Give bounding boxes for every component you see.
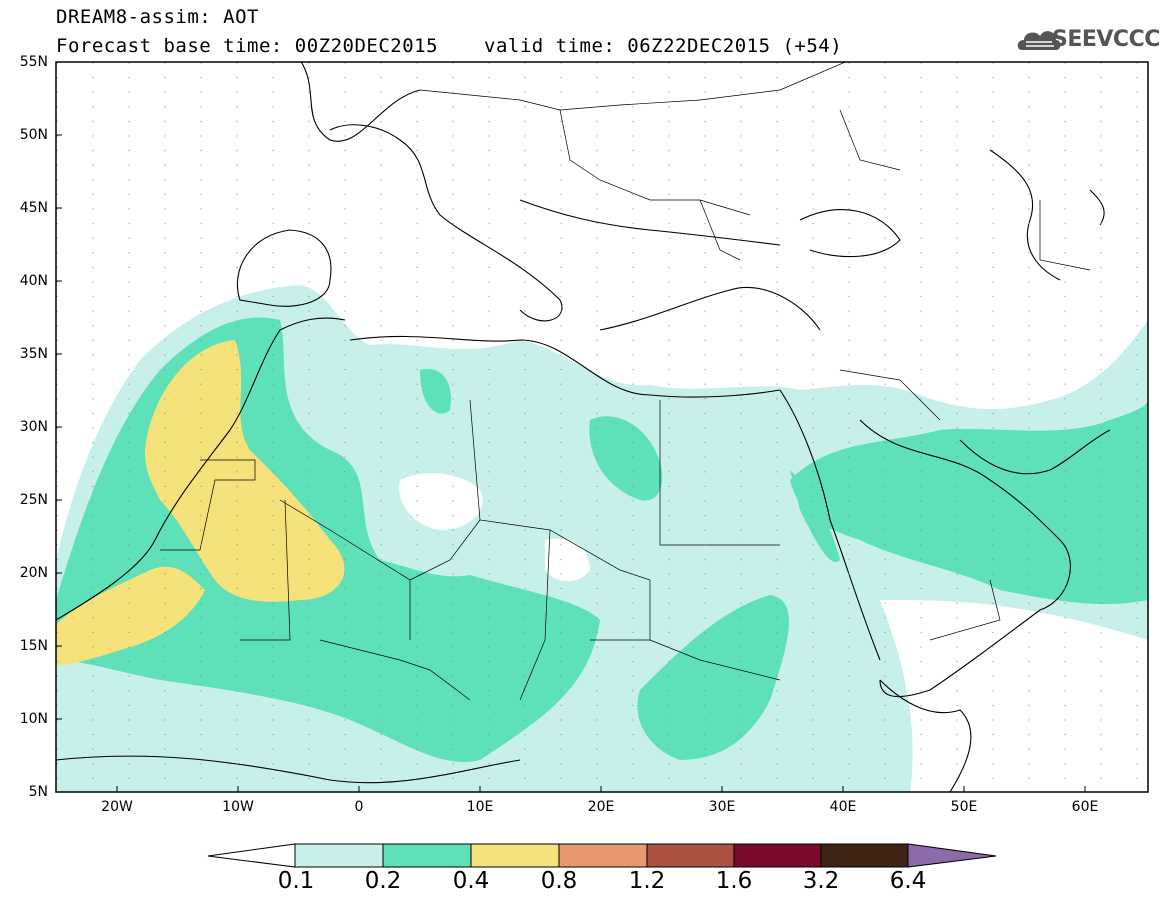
- lon-label-10e: 10E: [466, 799, 494, 815]
- lat-label-30n: 30N: [19, 419, 48, 435]
- seevccc-logo-cloud-icon: [1017, 31, 1061, 50]
- lon-label-20w: 20W: [101, 799, 133, 815]
- valid-time: valid time: 06Z22DEC2015 (+54): [484, 35, 843, 57]
- colorbar-label-0: 0.1: [277, 868, 315, 894]
- lon-label-20e: 20E: [587, 799, 615, 815]
- axis-ticks: [56, 134, 1086, 792]
- colorbar-label-4: 1.2: [628, 868, 666, 894]
- lat-label-55n: 55N: [19, 54, 48, 70]
- lat-label-40n: 40N: [19, 273, 48, 289]
- lat-label-35n: 35N: [19, 346, 48, 362]
- lat-label-5n: 5N: [28, 784, 48, 800]
- lat-label-45n: 45N: [19, 200, 48, 216]
- seevccc-logo-text: SEEVCCC: [1052, 27, 1160, 52]
- lat-label-25n: 25N: [19, 492, 48, 508]
- map-title: DREAM8-assim: AOT: [56, 6, 259, 28]
- lon-label-40e: 40E: [829, 799, 857, 815]
- lon-label-0: 0: [354, 799, 364, 815]
- forecast-base-time: Forecast base time: 00Z20DEC2015: [56, 35, 439, 57]
- colorbar-label-6: 3.2: [802, 868, 840, 894]
- lon-label-30e: 30E: [708, 799, 736, 815]
- lat-label-50n: 50N: [19, 127, 48, 143]
- lon-label-10w: 10W: [222, 799, 254, 815]
- colorbar-label-5: 1.6: [715, 868, 753, 894]
- lon-label-50e: 50E: [950, 799, 978, 815]
- colorbar-label-1: 0.2: [364, 868, 402, 894]
- lat-label-15n: 15N: [19, 638, 48, 654]
- colorbar-label-7: 6.4: [889, 868, 927, 894]
- lat-label-20n: 20N: [19, 565, 48, 581]
- colorbar-label-3: 0.8: [540, 868, 578, 894]
- colorbar-label-2: 0.4: [452, 868, 490, 894]
- lon-label-60e: 60E: [1071, 799, 1099, 815]
- lat-label-10n: 10N: [19, 711, 48, 727]
